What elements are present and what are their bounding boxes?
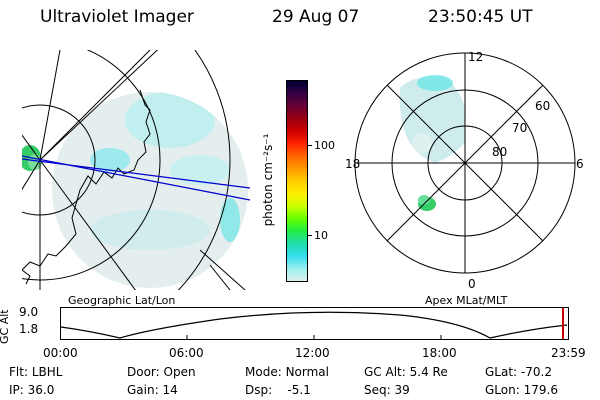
colorbar-tick-100: 100 [314, 139, 335, 152]
right-map-caption: Apex MLat/MLT [425, 294, 508, 307]
status-glat: GLat: -70.2 [485, 365, 552, 379]
left-map-caption: Geographic Lat/Lon [68, 294, 176, 307]
mlat-label-60: 60 [535, 99, 550, 113]
mlt-label-0: 0 [468, 277, 476, 291]
gc-alt-ylabel: GC Alt [0, 309, 11, 344]
gc-alt-ymax: 9.0 [19, 305, 39, 319]
status-seq: Seq: 39 [364, 383, 410, 397]
status-glon: GLon: 179.6 [485, 383, 558, 397]
mlat-label-70: 70 [512, 121, 527, 135]
header-date: 29 Aug 07 [272, 7, 360, 27]
status-gc-alt: GC Alt: 5.4 Re [364, 365, 448, 379]
xtick-1200: 12:00 [295, 346, 330, 360]
polar-grid [354, 52, 576, 274]
xtick-2359: 23:59 [551, 346, 586, 360]
mlt-label-6: 6 [576, 157, 584, 171]
status-ip: IP: 36.0 [9, 383, 55, 397]
gc-alt-timeline[interactable] [60, 307, 570, 341]
mlat-label-80: 80 [492, 145, 507, 159]
app-title: Ultraviolet Imager [40, 7, 194, 27]
latlon-grid [22, 50, 246, 290]
xtick-1800: 18:00 [422, 346, 457, 360]
coastline [22, 89, 151, 285]
mlt-label-12: 12 [468, 50, 483, 64]
header-time: 23:50:45 UT [428, 7, 533, 27]
status-flt: Flt: LBHL [9, 365, 63, 379]
status-dsp: Dsp: -5.1 [245, 383, 311, 397]
gc-alt-curve [60, 311, 568, 339]
xtick-0000: 00:00 [43, 346, 78, 360]
geographic-map[interactable] [0, 50, 260, 290]
gc-alt-ymin: 1.8 [19, 322, 39, 336]
status-gain: Gain: 14 [127, 383, 178, 397]
orbit-track-2 [22, 158, 251, 189]
xtick-0600: 06:00 [169, 346, 204, 360]
colorbar-axis-label: photon cm⁻²s⁻¹ [261, 133, 275, 227]
colorbar [286, 80, 308, 282]
colorbar-tick-10: 10 [314, 229, 328, 242]
polar-mlt-plot[interactable]: 12 18 6 0 60 70 80 [340, 48, 600, 293]
status-door: Door: Open [127, 365, 196, 379]
mlt-label-18: 18 [345, 157, 360, 171]
status-mode: Mode: Normal [245, 365, 329, 379]
